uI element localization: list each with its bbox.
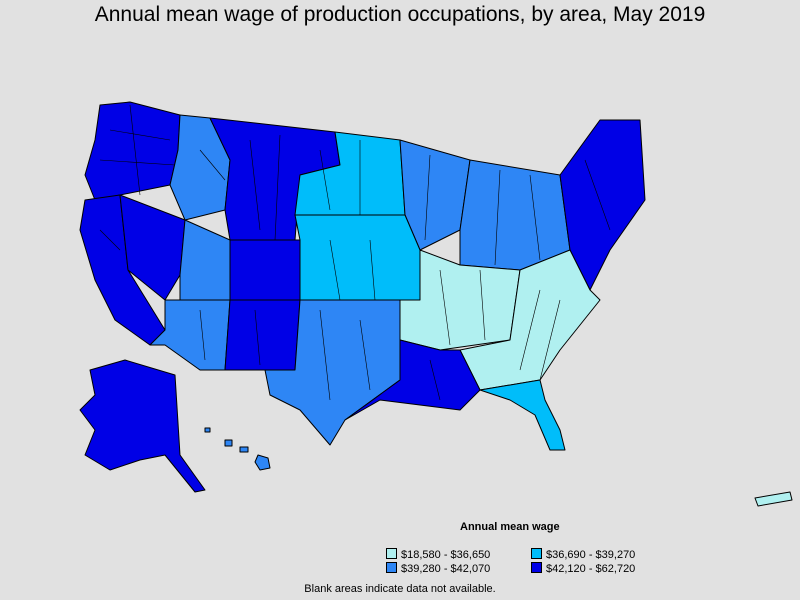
legend-label-1: $18,580 - $36,650 [401,549,491,561]
region-great-lakes[interactable] [459,159,571,271]
legend-item-1: $18,580 - $36,650 [386,548,490,561]
legend-item-4: $42,120 - $62,720 [531,562,635,575]
map-title: Annual mean wage of production occupatio… [94,3,706,26]
legend-swatch-4 [531,562,542,573]
region-puerto-rico[interactable] [754,491,793,507]
region-upper-midwest[interactable] [399,139,471,251]
legend-item-3: $39,280 - $42,070 [386,562,490,575]
legend-item-2: $36,690 - $39,270 [531,548,635,561]
legend-swatch-2 [531,548,542,559]
legend-label-4: $42,120 - $62,720 [546,563,636,575]
area-boundaries [99,104,611,401]
region-utah[interactable] [179,219,231,301]
region-southeast[interactable] [459,249,601,391]
legend-label-2: $36,690 - $39,270 [546,549,636,561]
legend-title: Annual mean wage [460,521,560,533]
region-florida[interactable] [479,379,566,451]
footnote: Blank areas indicate data not available. [304,583,496,595]
region-nevada[interactable] [119,194,186,301]
legend-swatch-3 [386,562,397,573]
region-pacific-northwest[interactable] [84,101,181,201]
region-plains[interactable] [294,214,421,301]
region-alaska[interactable] [79,359,206,493]
legend-swatch-1 [386,548,397,559]
region-texas[interactable] [264,299,401,446]
region-hawaii-islands [204,427,249,453]
legend-label-3: $39,280 - $42,070 [401,563,491,575]
region-new-mexico[interactable] [224,299,301,371]
region-colorado[interactable] [229,239,301,301]
region-southwest[interactable] [149,299,231,371]
region-hawaii[interactable] [254,454,271,471]
region-gulf-coast[interactable] [344,339,481,421]
